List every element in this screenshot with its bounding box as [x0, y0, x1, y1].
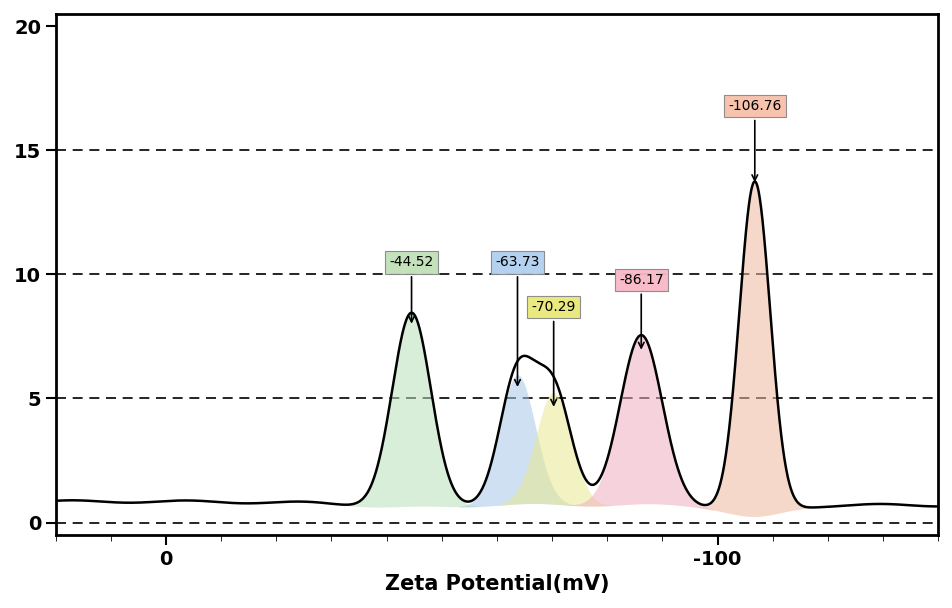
Text: -63.73: -63.73: [495, 255, 540, 385]
X-axis label: Zeta Potential(mV): Zeta Potential(mV): [385, 574, 609, 594]
Text: -106.76: -106.76: [728, 99, 782, 181]
Text: -86.17: -86.17: [619, 273, 664, 348]
Text: -44.52: -44.52: [389, 255, 434, 322]
Text: -70.29: -70.29: [531, 300, 576, 405]
